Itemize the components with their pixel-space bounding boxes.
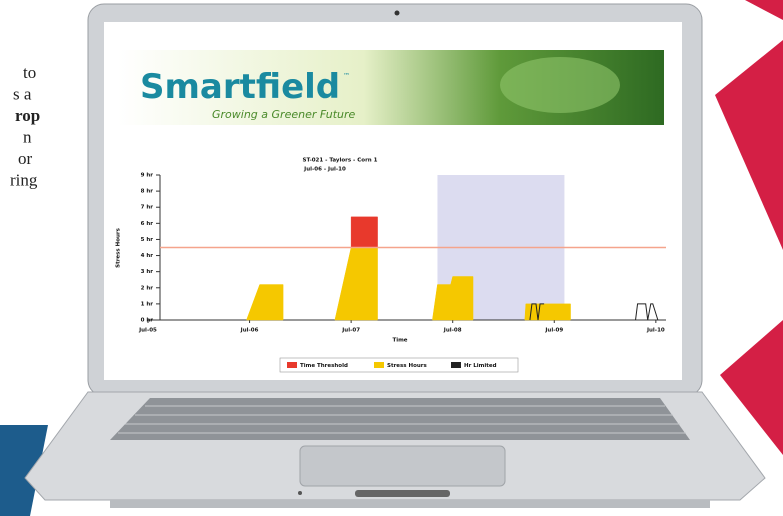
- trackpad: [300, 446, 505, 486]
- side-line: ring: [10, 171, 38, 190]
- page: {"side_text": ["to", "s a", "rop", "n", …: [0, 0, 783, 516]
- chart-title: ST-021 - Taylors - Corn 1: [303, 158, 378, 164]
- base-edge: [110, 500, 710, 508]
- y-tick-label: 7 hr: [141, 205, 154, 211]
- keyboard: [110, 398, 690, 440]
- legend-swatch: [374, 362, 384, 368]
- stripe: [745, 0, 783, 20]
- side-line: or: [18, 149, 33, 168]
- x-tick-label: Jul-10: [646, 328, 665, 334]
- legend-label: Stress Hours: [387, 363, 428, 369]
- x-axis-label: Time: [392, 338, 407, 344]
- x-tick-label: Jul-07: [341, 328, 360, 334]
- legend-swatch: [451, 362, 461, 368]
- side-line: n: [23, 128, 32, 147]
- y-tick-label: 2 hr: [141, 285, 154, 291]
- y-tick-label: 0 hr: [141, 318, 154, 324]
- y-tick-label: 4 hr: [141, 253, 154, 259]
- y-tick-label: 6 hr: [141, 221, 154, 227]
- legend-label: Time Threshold: [300, 363, 348, 369]
- x-tick-label: Jul-06: [240, 328, 259, 334]
- x-tick-label: Jul-09: [544, 328, 563, 334]
- scene: to s a rop n or ring Smartfield ™ Growing a G…: [0, 0, 783, 516]
- y-tick-label: 8 hr: [141, 189, 154, 195]
- logo-tagline: Growing a Greener Future: [212, 108, 356, 121]
- side-text: to s a rop n or ring: [10, 63, 40, 190]
- side-line: s a: [13, 85, 32, 104]
- latch: [355, 490, 450, 497]
- y-axis-label: Stress Hours: [116, 227, 122, 268]
- camera: [395, 11, 400, 16]
- side-line: rop: [15, 106, 40, 125]
- stripe: [715, 40, 783, 250]
- y-tick-label: 5 hr: [141, 237, 154, 243]
- legend-swatch: [287, 362, 297, 368]
- y-tick-label: 9 hr: [141, 173, 154, 179]
- side-line: to: [23, 63, 36, 82]
- x-tick-label: Jul-05: [138, 328, 157, 334]
- series-area: [351, 217, 377, 248]
- light: [298, 491, 302, 495]
- logo-mark: ™: [343, 72, 350, 80]
- leaf: [500, 57, 620, 113]
- legend-label: Hr Limited: [464, 363, 497, 369]
- y-tick-label: 1 hr: [141, 301, 154, 307]
- x-tick-label: Jul-08: [443, 328, 462, 334]
- chart-subtitle: Jul-06 - Jul-10: [303, 167, 346, 173]
- logo-name: Smartfield: [140, 67, 340, 107]
- y-tick-label: 3 hr: [141, 269, 154, 275]
